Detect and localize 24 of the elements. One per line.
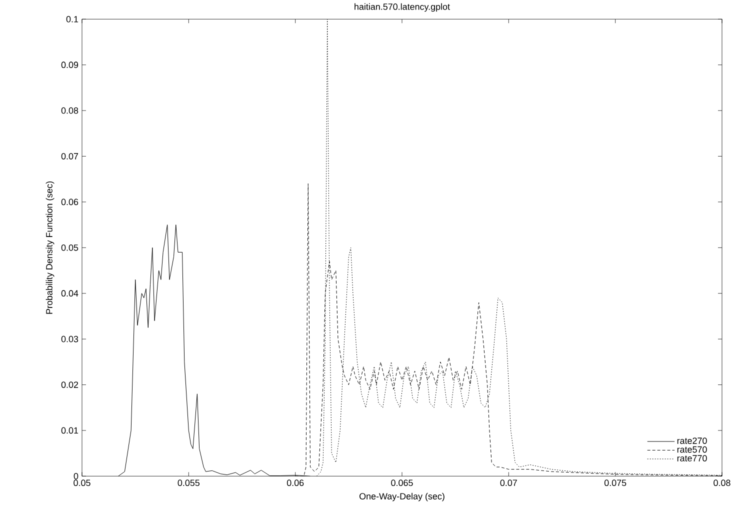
y-tick-label: 0 xyxy=(74,472,78,480)
y-axis-title: Probability Density Function (sec) xyxy=(46,181,54,314)
y-tick-label: 0.05 xyxy=(61,244,78,251)
x-tick-label: 0.075 xyxy=(604,480,626,486)
x-tick-label: 0.055 xyxy=(178,480,200,486)
legend-label: rate570 xyxy=(677,446,707,453)
chart-title: haitian.570.latency.gplot xyxy=(354,3,450,12)
y-tick-label: 0.08 xyxy=(61,107,78,114)
y-tick-label: 0.09 xyxy=(61,62,78,68)
x-tick-label: 0.06 xyxy=(286,480,304,486)
y-tick-label: 0.1 xyxy=(66,16,78,22)
x-tick-label: 0.07 xyxy=(500,480,517,486)
x-axis-title: One-Way-Delay (sec) xyxy=(359,492,444,502)
legend-label: rate270 xyxy=(677,438,707,444)
legend-label: rate770 xyxy=(677,454,707,462)
y-tick-label: 0.07 xyxy=(61,153,78,160)
x-tick-label: 0.065 xyxy=(391,480,413,486)
y-tick-label: 0.01 xyxy=(61,427,78,434)
y-tick-label: 0.04 xyxy=(61,290,78,296)
y-tick-label: 0.06 xyxy=(61,198,78,206)
x-tick-label: 0.08 xyxy=(714,480,730,486)
x-tick-label: 0.05 xyxy=(74,480,90,486)
y-tick-label: 0.03 xyxy=(61,336,78,342)
y-tick-label: 0.02 xyxy=(61,382,78,388)
